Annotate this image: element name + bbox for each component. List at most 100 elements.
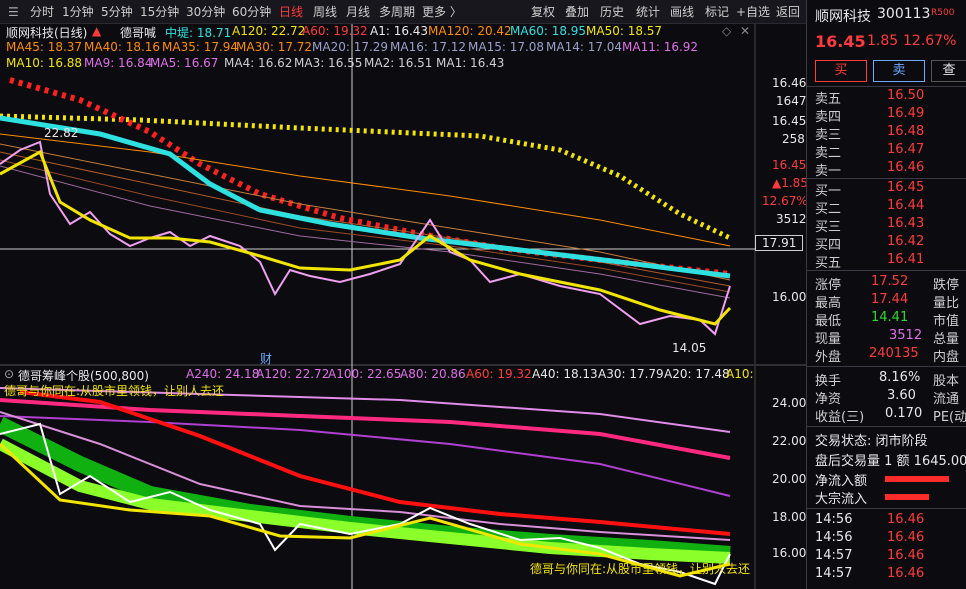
tick-time-1: 14:56 bbox=[815, 512, 853, 527]
bid3-price[interactable]: 16.43 bbox=[887, 216, 925, 231]
period-1min[interactable]: 1分钟 bbox=[62, 5, 94, 19]
ask1-label: 卖一 bbox=[815, 164, 842, 179]
bid2-label: 买二 bbox=[815, 202, 842, 217]
stat-turnover-label: 换手 bbox=[815, 374, 842, 389]
bid2-price[interactable]: 16.44 bbox=[887, 198, 925, 213]
tool-lishi[interactable]: 历史 bbox=[600, 5, 625, 19]
ma15-value: MA15: 17.08 bbox=[468, 40, 545, 54]
tick-price-1: 16.46 bbox=[887, 512, 925, 527]
chart-area[interactable]: 顺网科技(日线) ▲ 德哥喊 中堤: 18.71 A120: 22.72 A60… bbox=[0, 24, 808, 589]
stat-eps-value: 0.170 bbox=[885, 406, 923, 421]
tool-fuquan[interactable]: 复权 bbox=[531, 5, 556, 19]
bid5-price[interactable]: 16.41 bbox=[887, 252, 925, 267]
ask2-price[interactable]: 16.47 bbox=[887, 142, 925, 157]
bid4-label: 买四 bbox=[815, 238, 842, 253]
ma9-value: MA9: 16.84 bbox=[84, 56, 153, 70]
finance-marker[interactable]: 财 bbox=[260, 352, 273, 366]
bid1-price[interactable]: 16.45 bbox=[887, 180, 925, 195]
close-icon[interactable]: ✕ bbox=[740, 24, 751, 38]
buy-button[interactable]: 买 bbox=[815, 60, 867, 82]
ma45-value: MA45: 18.37 bbox=[6, 40, 83, 54]
tick-time-3: 14:57 bbox=[815, 548, 853, 563]
settings-diamond-icon[interactable]: ◇ bbox=[722, 24, 732, 38]
period-weekly[interactable]: 周线 bbox=[313, 5, 338, 19]
ma14-value: MA14: 17.04 bbox=[546, 40, 623, 54]
period-multi[interactable]: 多周期 bbox=[379, 5, 416, 19]
bid1-label: 买一 bbox=[815, 184, 842, 199]
stat-limit-up-label: 涨停 bbox=[815, 278, 842, 293]
stat-limit-up-value: 17.52 bbox=[871, 274, 909, 289]
stat-nav-value: 3.60 bbox=[887, 388, 916, 403]
lower-a10: A10: bbox=[726, 367, 754, 381]
period-toolbar: 分时 1分钟 5分钟 15分钟 30分钟 60分钟 日线 周线 月线 多周期 更… bbox=[0, 0, 806, 24]
sell-button[interactable]: 卖 bbox=[873, 60, 925, 82]
tool-add-watchlist[interactable]: +自选 bbox=[736, 5, 771, 19]
ask3-price[interactable]: 16.48 bbox=[887, 124, 925, 139]
ask2-label: 卖二 bbox=[815, 146, 842, 161]
bid3-label: 买三 bbox=[815, 220, 842, 235]
tick-time-2: 14:56 bbox=[815, 530, 853, 545]
axis-price-2: 16.45 bbox=[772, 114, 807, 128]
tick-time-4: 14:57 bbox=[815, 566, 853, 581]
tool-tongji[interactable]: 统计 bbox=[636, 5, 661, 19]
tool-biaoji[interactable]: 标记 bbox=[705, 5, 730, 19]
tick-price-2: 16.46 bbox=[887, 530, 925, 545]
price-pct: 12.67% bbox=[903, 33, 957, 49]
ask5-price[interactable]: 16.50 bbox=[887, 88, 925, 103]
last-price: 16.45 bbox=[815, 32, 866, 51]
tool-huaxian[interactable]: 画线 bbox=[670, 5, 695, 19]
lower-a240: A240: 24.18 bbox=[186, 367, 260, 381]
period-daily[interactable]: 日线 bbox=[279, 5, 304, 19]
low-annotation: 14.05 bbox=[672, 341, 707, 355]
indicator-name[interactable]: 德哥喊 bbox=[120, 26, 157, 40]
ask1-price[interactable]: 16.46 bbox=[887, 160, 925, 175]
stat-limit-down-label: 跌停 bbox=[933, 278, 960, 293]
stat-high-value: 17.44 bbox=[871, 292, 909, 307]
ma1-value: MA1: 16.43 bbox=[436, 56, 505, 70]
stat-totalvol-label: 总量 bbox=[933, 332, 960, 347]
lower-tick-22: 22.00 bbox=[772, 434, 807, 448]
period-monthly[interactable]: 月线 bbox=[346, 5, 371, 19]
period-5min[interactable]: 5分钟 bbox=[101, 5, 133, 19]
tool-back[interactable]: 返回 bbox=[776, 5, 801, 19]
lower-a60: A60: 19.32 bbox=[466, 367, 532, 381]
ma20-value: MA20: 17.29 bbox=[312, 40, 389, 54]
a60-value: A60: 19.32 bbox=[302, 24, 368, 38]
lower-note: 德哥与你同在:从股市里领钱，让别人去还 bbox=[4, 384, 225, 398]
ma40-value: MA40: 18.16 bbox=[84, 40, 161, 54]
kline-chart[interactable] bbox=[0, 24, 806, 589]
ma35-value: MA35: 17.94 bbox=[162, 40, 239, 54]
stat-vol-ratio-label: 量比 bbox=[933, 296, 960, 311]
ma50-value: MA50: 18.57 bbox=[586, 24, 663, 38]
ma11-value: MA11: 16.92 bbox=[622, 40, 699, 54]
ma4-value: MA4: 16.62 bbox=[224, 56, 293, 70]
price-change: 1.85 bbox=[867, 33, 899, 49]
stat-pe-label: PE(动 bbox=[933, 410, 966, 425]
ma3-value: MA3: 16.55 bbox=[294, 56, 363, 70]
ask4-label: 卖四 bbox=[815, 110, 842, 125]
net-inflow-bar bbox=[885, 476, 949, 482]
after-hours: 盘后交易量 1 额 1645.00 bbox=[815, 454, 966, 469]
tool-diejia[interactable]: 叠加 bbox=[565, 5, 590, 19]
bid4-price[interactable]: 16.42 bbox=[887, 234, 925, 249]
period-more[interactable]: 更多 〉 bbox=[422, 5, 462, 19]
ask4-price[interactable]: 16.49 bbox=[887, 106, 925, 121]
stock-code: 300113 bbox=[877, 6, 931, 22]
period-60min[interactable]: 60分钟 bbox=[232, 5, 272, 19]
period-15min[interactable]: 15分钟 bbox=[140, 5, 180, 19]
r-badge: R500 bbox=[931, 8, 955, 18]
stat-float-label: 流通 bbox=[933, 392, 960, 407]
up-arrow-icon: ▲ bbox=[92, 24, 102, 38]
period-30min[interactable]: 30分钟 bbox=[186, 5, 226, 19]
lower-tick-16: 16.00 bbox=[772, 546, 807, 560]
menu-icon[interactable]: ☰ bbox=[8, 5, 19, 19]
lower-tick-18: 18.00 bbox=[772, 510, 807, 524]
crosshair-price: 17.91 bbox=[755, 235, 804, 251]
query-button[interactable]: 查 bbox=[931, 60, 966, 82]
axis-pct: 12.67% bbox=[762, 194, 808, 208]
period-fenshi[interactable]: 分时 bbox=[30, 5, 55, 19]
ma60-value: MA60: 18.95 bbox=[510, 24, 587, 38]
lower-collapse-icon[interactable]: ⊙ bbox=[4, 367, 15, 381]
stat-low-label: 最低 bbox=[815, 314, 842, 329]
